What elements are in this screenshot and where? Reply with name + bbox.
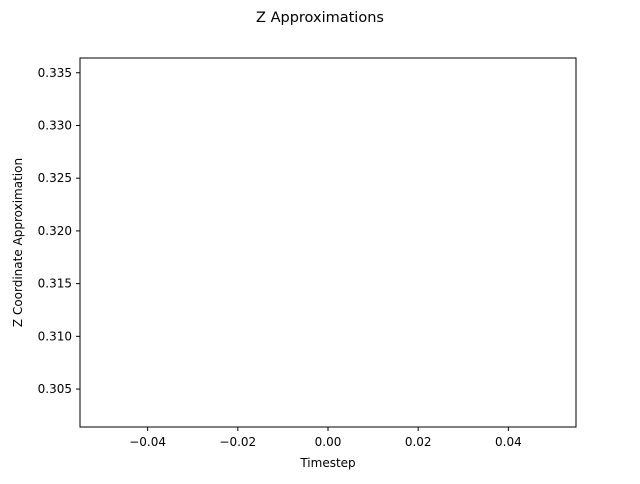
x-tick-label: 0.02: [405, 435, 432, 449]
y-tick-label: 0.310: [38, 329, 72, 343]
y-axis: 0.305 0.310 0.315 0.320 0.325 0.330 0.335: [38, 66, 80, 396]
y-tick-label: 0.330: [38, 118, 72, 132]
x-tick-label: 0.04: [495, 435, 522, 449]
x-axis: −0.04 −0.02 0.00 0.02 0.04: [129, 427, 522, 449]
y-axis-label: Z Coordinate Approximation: [11, 158, 25, 327]
y-tick-label: 0.320: [38, 224, 72, 238]
x-axis-label: Timestep: [299, 456, 355, 470]
plot-area: [79, 57, 577, 428]
y-tick-label: 0.325: [38, 171, 72, 185]
chart-title: Z Approximations: [256, 10, 384, 26]
y-tick-label: 0.315: [38, 277, 72, 291]
y-tick-label: 0.335: [38, 66, 72, 80]
x-tick-label: −0.02: [219, 435, 256, 449]
y-tick-label: 0.305: [38, 382, 72, 396]
x-tick-label: 0.00: [315, 435, 342, 449]
x-tick-label: −0.04: [129, 435, 166, 449]
